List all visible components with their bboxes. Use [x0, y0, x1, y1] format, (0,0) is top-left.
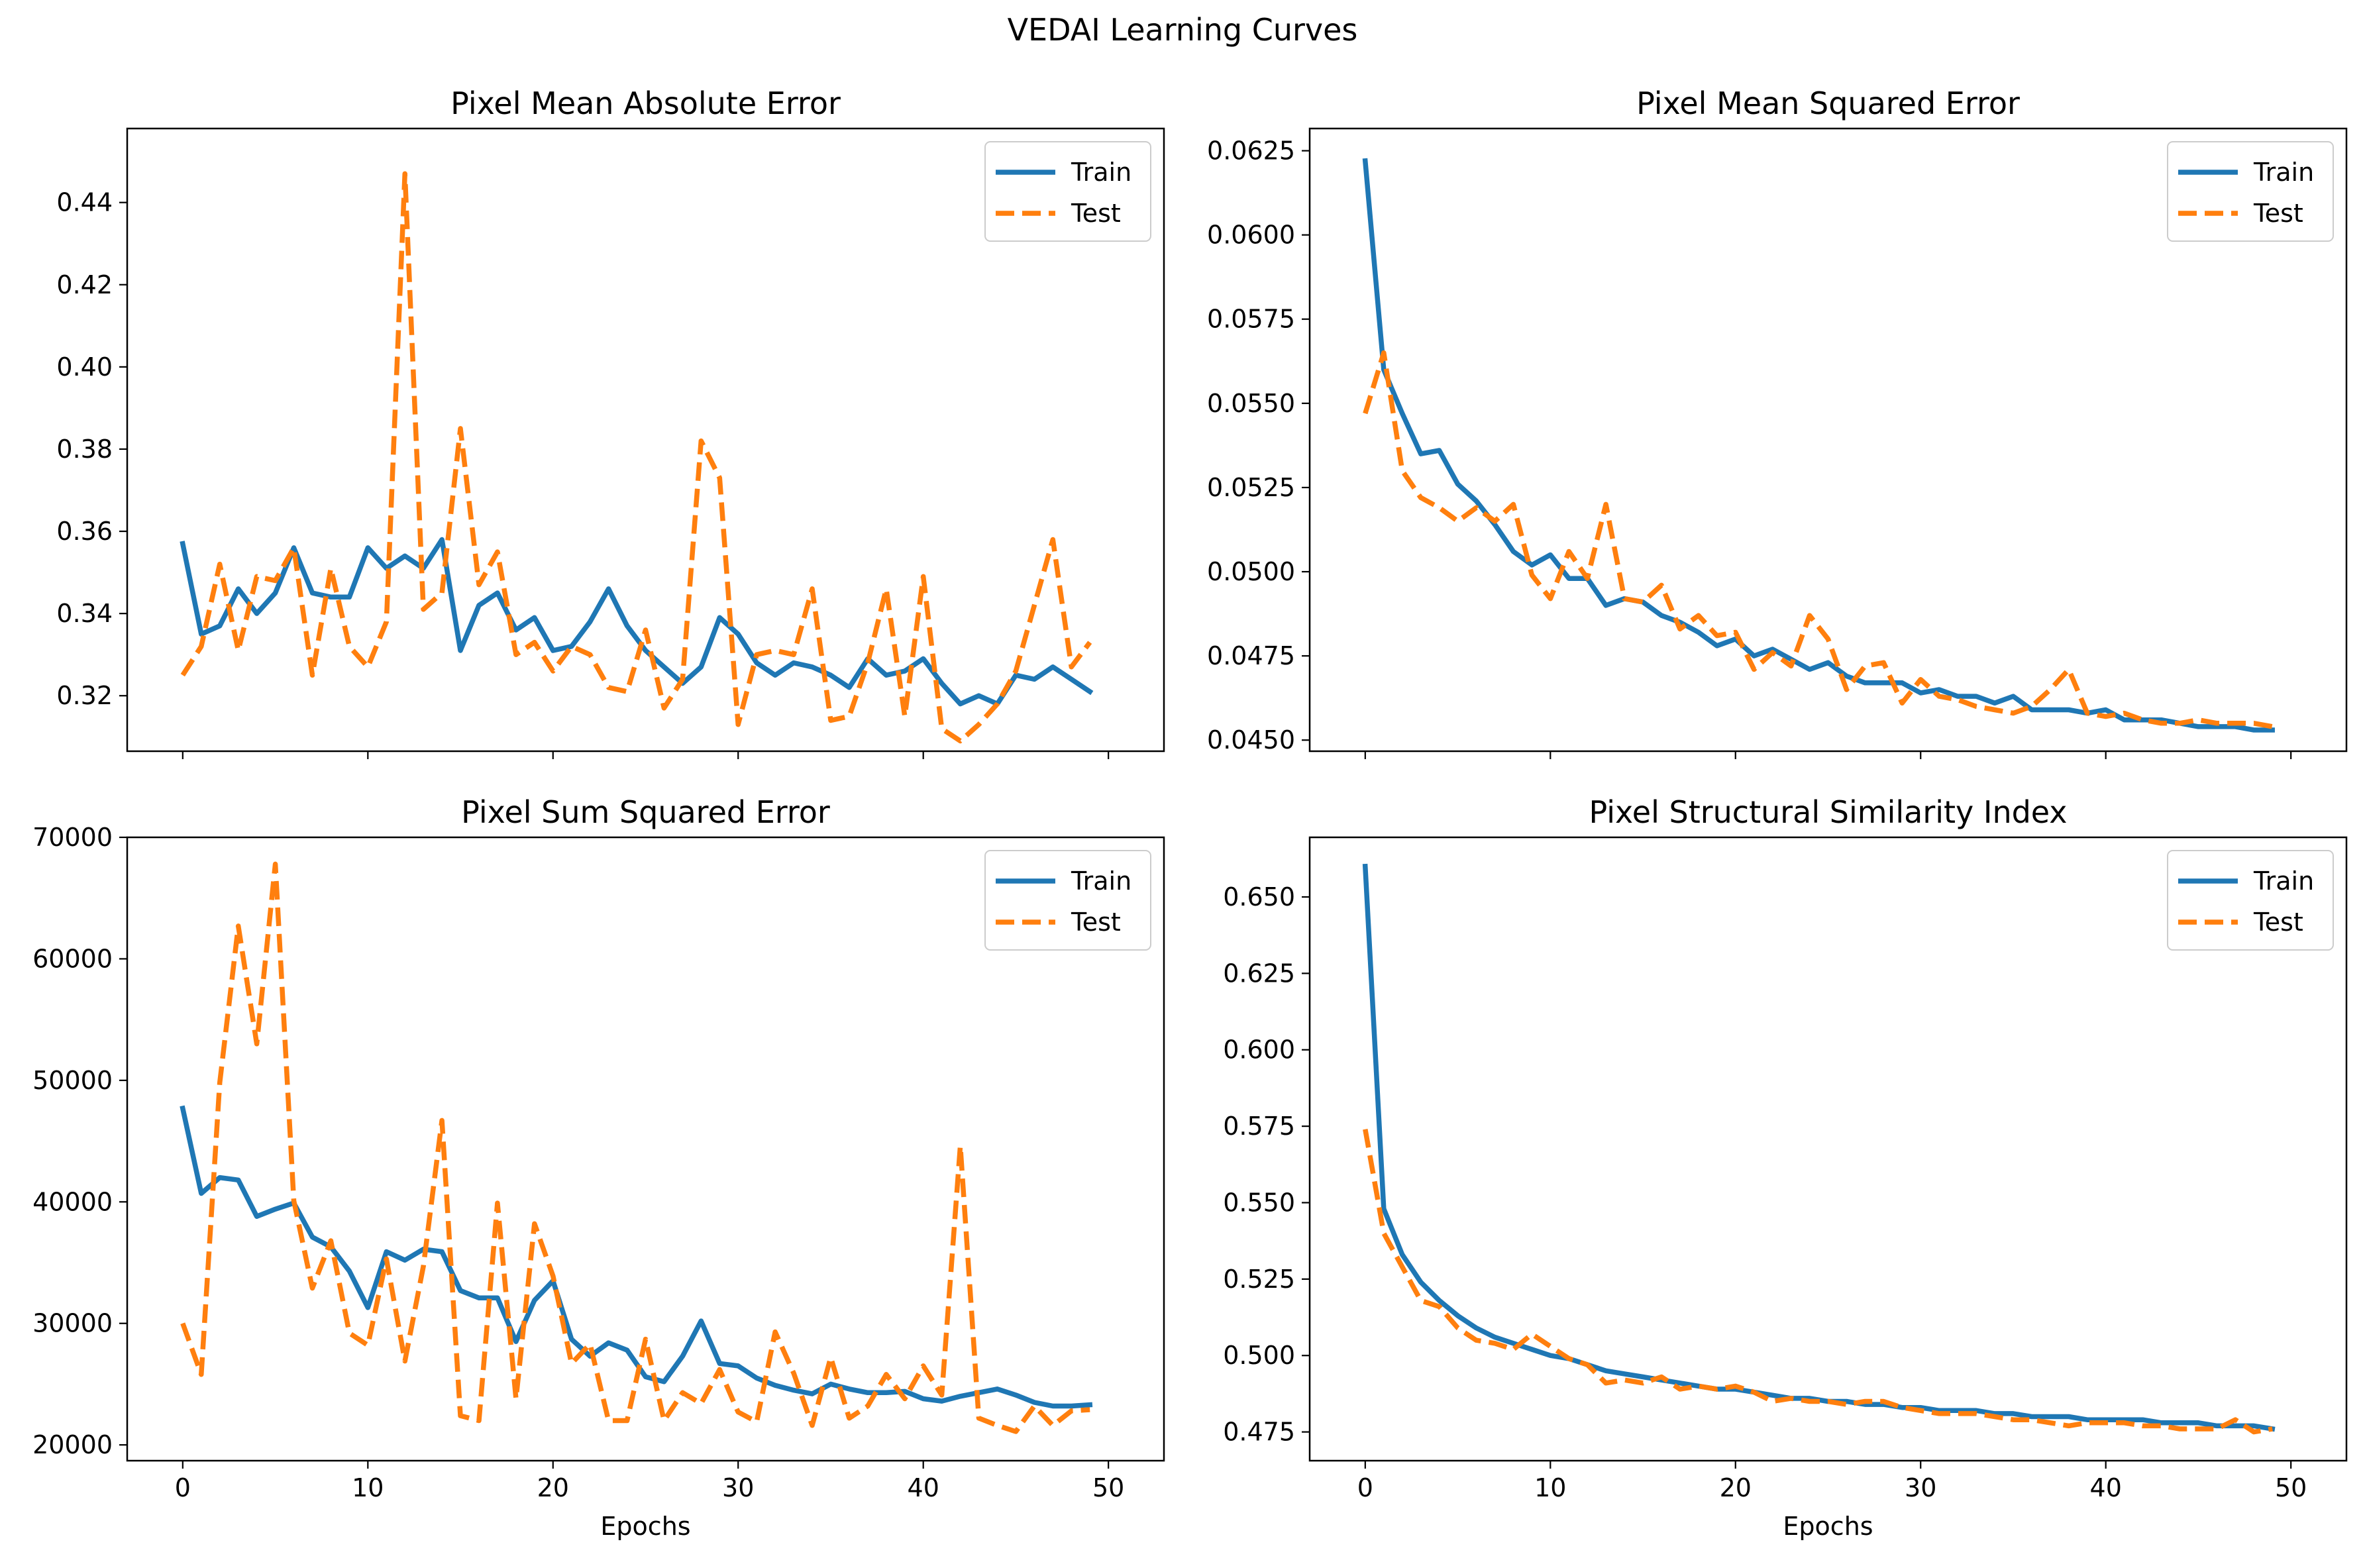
series-line-test	[1363, 350, 2273, 729]
y-tick-label: 50000	[32, 1066, 113, 1095]
y-tick-label: 0.550	[1223, 1188, 1295, 1217]
legend-box	[984, 141, 1151, 242]
subplot-mse: 0.0450 0.0475 0.0500 0.0525 0.0550 0.0575 0.06…	[1207, 85, 2348, 759]
legend-label-train: Train	[2253, 158, 2314, 187]
x-axis-label: Epochs	[1783, 1512, 1873, 1541]
subplot-title-mae: Pixel Mean Absolute Error	[450, 85, 841, 121]
legend: Train Test	[984, 141, 1151, 242]
x-tick-label: 30	[722, 1473, 754, 1502]
x-tick-label: 40	[908, 1473, 939, 1502]
y-tick-label: 0.525	[1223, 1265, 1295, 1294]
y-tick-label: 30000	[32, 1309, 113, 1338]
series-line-test	[180, 861, 1090, 1434]
legend: Train Test	[2167, 850, 2334, 951]
legend-box	[2167, 141, 2334, 242]
subplot-title-mse: Pixel Mean Squared Error	[1636, 85, 2020, 121]
series-line-train	[180, 1105, 1093, 1409]
figure-title: VEDAI Learning Curves	[1007, 12, 1358, 48]
y-tick-label: 0.42	[56, 270, 113, 299]
x-tick-label: 40	[2090, 1473, 2122, 1502]
y-tick-label: 0.0500	[1207, 557, 1295, 586]
axes-frame	[126, 127, 1165, 753]
y-tick-label: 70000	[32, 823, 113, 852]
x-tick-label: 20	[537, 1473, 569, 1502]
y-tick-label: 0.0550	[1207, 389, 1295, 418]
y-tick-label: 0.0600	[1207, 221, 1295, 250]
y-tick-label: 40000	[32, 1187, 113, 1216]
x-tick-label: 50	[2275, 1473, 2307, 1502]
legend-label-test: Test	[1071, 908, 1121, 937]
y-tick-label: 0.38	[56, 435, 113, 464]
legend: Train Test	[984, 850, 1151, 951]
y-tick-label: 0.625	[1223, 959, 1295, 988]
x-tick-label: 0	[1357, 1473, 1373, 1502]
legend-box	[2167, 850, 2334, 951]
axes-frame	[126, 836, 1165, 1462]
y-tick-label: 0.575	[1223, 1112, 1295, 1141]
x-axis-label: Epochs	[600, 1512, 690, 1541]
y-tick-label: 0.600	[1223, 1035, 1295, 1065]
series-line-train	[180, 537, 1094, 707]
subplot-mae: 0.32 0.34 0.36 0.38 0.40 0.42 0.44 Pixel Mean A…	[56, 85, 1165, 759]
legend-label-test: Test	[2253, 199, 2303, 228]
y-tick-label: 0.500	[1223, 1341, 1295, 1370]
y-tick-label: 0.44	[56, 188, 113, 217]
series-line-train	[1362, 158, 2275, 733]
legend-label-train: Train	[1071, 158, 1131, 187]
series-line-test	[1363, 1129, 2273, 1435]
x-tick-label: 10	[1534, 1473, 1566, 1502]
x-tick-label: 20	[1720, 1473, 1752, 1502]
subplot-title-ssim: Pixel Structural Similarity Index	[1589, 794, 2067, 830]
y-tick-label: 0.34	[56, 599, 113, 628]
subplot-ssim: 0 10 20 30 40 50 0.475 0.500 0.525 0.550 0.575 0.60…	[1223, 794, 2348, 1541]
y-tick-label: 0.32	[56, 681, 113, 710]
y-tick-label: 0.0625	[1207, 136, 1295, 166]
subplot-title-sse: Pixel Sum Squared Error	[461, 794, 830, 830]
series-line-test	[180, 171, 1092, 744]
y-tick-label: 0.650	[1223, 882, 1295, 912]
legend: Train Test	[2167, 141, 2334, 242]
legend-label-train: Train	[1071, 866, 1131, 896]
axes-frame	[1308, 836, 2348, 1462]
subplot-sse: 0 10 20 30 40 50 20000 30000 40000 50000 60000 7000…	[32, 794, 1165, 1541]
y-tick-label: 0.475	[1223, 1418, 1295, 1447]
x-tick-label: 10	[352, 1473, 384, 1502]
y-tick-label: 0.0450	[1207, 725, 1295, 755]
y-tick-label: 0.0525	[1207, 473, 1295, 502]
y-tick-label: 0.0575	[1207, 305, 1295, 334]
y-tick-label: 0.0475	[1207, 641, 1295, 670]
x-tick-label: 50	[1092, 1473, 1124, 1502]
x-tick-label: 0	[175, 1473, 191, 1502]
y-tick-label: 60000	[32, 944, 113, 973]
legend-label-train: Train	[2253, 866, 2314, 896]
x-tick-label: 30	[1905, 1473, 1936, 1502]
y-tick-label: 20000	[32, 1430, 113, 1459]
axes-frame	[1308, 127, 2348, 753]
y-tick-label: 0.36	[56, 517, 113, 546]
legend-label-test: Test	[2253, 908, 2303, 937]
y-tick-label: 0.40	[56, 352, 113, 382]
legend-label-test: Test	[1071, 199, 1121, 228]
legend-box	[984, 850, 1151, 951]
